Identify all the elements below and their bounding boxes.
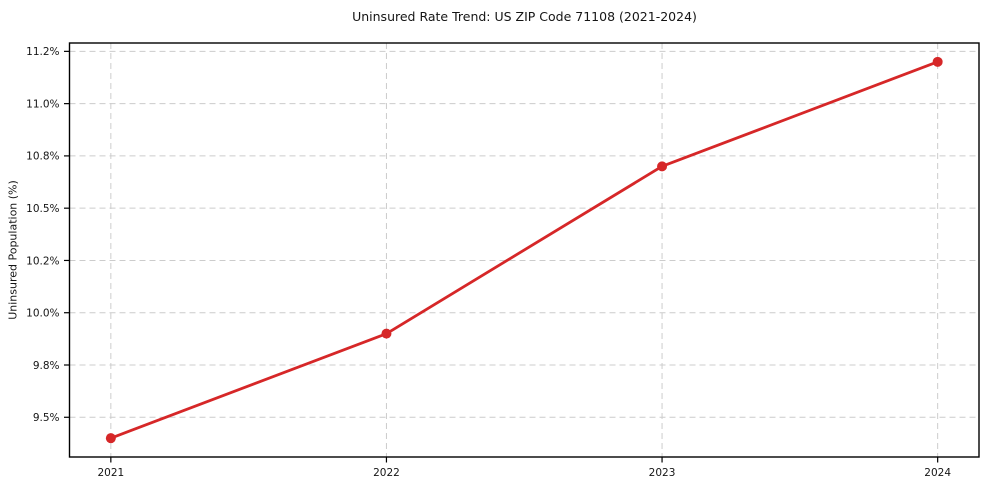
x-tick-label: 2023 <box>649 467 676 479</box>
y-tick-label: 9.8% <box>33 360 60 372</box>
y-tick-label: 9.5% <box>33 412 60 424</box>
axes-spines <box>68 42 980 458</box>
x-tick-label: 2024 <box>924 467 951 479</box>
x-tick-label: 2022 <box>373 467 400 479</box>
data-point <box>105 433 116 444</box>
y-tick-label: 10.5% <box>26 203 59 215</box>
data-point <box>381 328 392 339</box>
y-tick-label: 10.8% <box>26 151 59 163</box>
trend-line <box>109 60 940 440</box>
data-point <box>932 56 943 67</box>
y-tick-label: 11.2% <box>26 46 59 58</box>
y-tick-label: 10.2% <box>26 255 59 267</box>
data-point <box>657 161 668 172</box>
y-tick-label: 11.0% <box>26 98 59 110</box>
y-tick-label: 10.0% <box>26 308 59 320</box>
x-tick-label: 2021 <box>97 467 124 479</box>
chart-title: Uninsured Rate Trend: US ZIP Code 71108 … <box>352 9 697 24</box>
